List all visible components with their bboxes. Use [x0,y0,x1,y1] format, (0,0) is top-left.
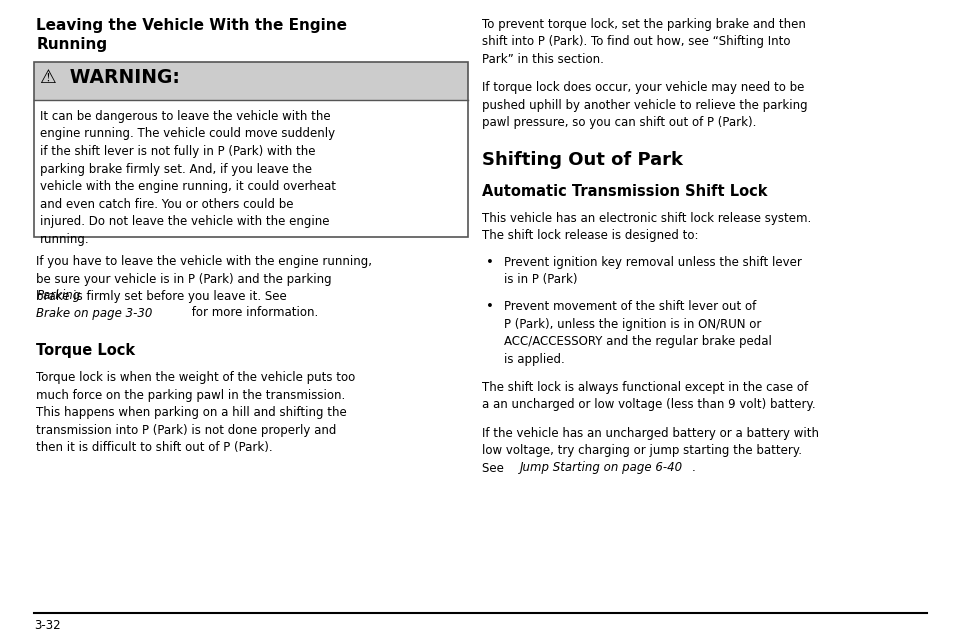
Bar [34,62,467,100]
Text: 3-32: 3-32 [34,619,61,632]
Text: Prevent ignition key removal unless the shift lever
is in P (Park): Prevent ignition key removal unless the … [503,256,801,286]
Text: Torque lock is when the weight of the vehicle puts too
much force on the parking: Torque lock is when the weight of the ve… [36,371,355,454]
Text: To prevent torque lock, set the parking brake and then
shift into P (Park). To f: To prevent torque lock, set the parking … [481,18,804,66]
Text: •: • [485,256,493,269]
Text: If you have to leave the vehicle with the engine running,
be sure your vehicle i: If you have to leave the vehicle with th… [36,255,372,303]
Text: Prevent movement of the shift lever out of
P (Park), unless the ignition is in O: Prevent movement of the shift lever out … [503,300,771,366]
Text: Shifting Out of Park: Shifting Out of Park [481,151,682,168]
Text: If torque lock does occur, your vehicle may need to be
pushed uphill by another : If torque lock does occur, your vehicle … [481,82,806,130]
Text: This vehicle has an electronic shift lock release system.
The shift lock release: This vehicle has an electronic shift loc… [481,212,810,242]
Text: The shift lock is always functional except in the case of
a an uncharged or low : The shift lock is always functional exce… [481,381,815,411]
Text: Parking
Brake on page 3-30: Parking Brake on page 3-30 [36,289,152,320]
Text: for more information.: for more information. [188,306,318,320]
Bar [34,62,467,237]
Text: .: . [691,461,695,474]
Text: Jump Starting on page 6-40: Jump Starting on page 6-40 [519,461,682,474]
Text: •: • [485,300,493,313]
Bar [34,100,467,237]
Text: Leaving the Vehicle With the Engine
Running: Leaving the Vehicle With the Engine Runn… [36,18,347,52]
Text: ⚠  WARNING:: ⚠ WARNING: [40,68,180,87]
Text: Torque Lock: Torque Lock [36,343,135,359]
Text: Automatic Transmission Shift Lock: Automatic Transmission Shift Lock [481,184,766,198]
Text: It can be dangerous to leave the vehicle with the
engine running. The vehicle co: It can be dangerous to leave the vehicle… [40,110,335,246]
Text: If the vehicle has an uncharged battery or a battery with
low voltage, try charg: If the vehicle has an uncharged battery … [481,427,818,475]
